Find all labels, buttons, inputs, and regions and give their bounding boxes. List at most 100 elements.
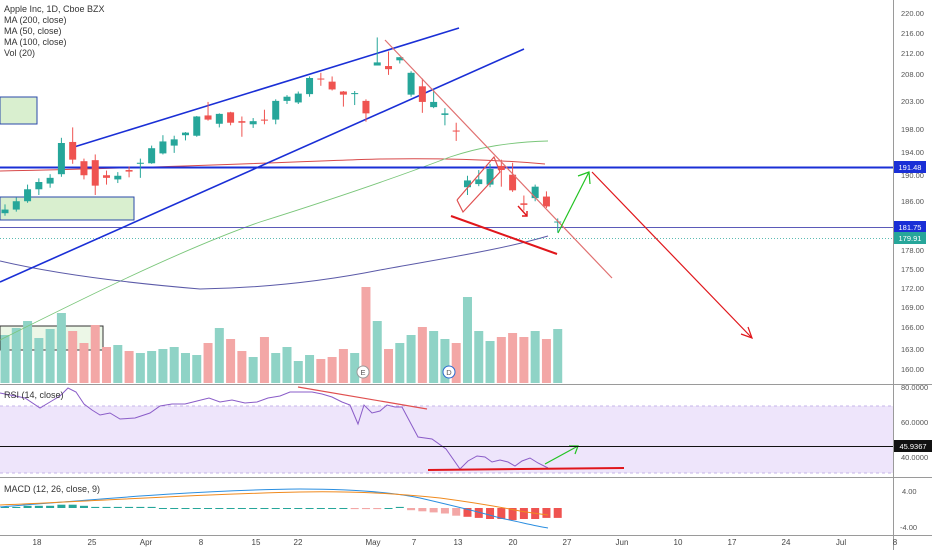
volume-bar — [147, 351, 157, 383]
candle — [12, 197, 20, 212]
candle — [260, 109, 268, 125]
candle-body — [193, 116, 201, 136]
candle-body — [249, 121, 257, 125]
descending-trendline[interactable] — [384, 39, 613, 279]
earnings-marker[interactable]: E — [356, 365, 370, 379]
macd-bar — [158, 508, 167, 509]
macd-bar — [486, 508, 495, 519]
volume-bar — [0, 335, 10, 383]
candle-body — [170, 139, 178, 146]
date-axis-label: May — [365, 538, 380, 547]
date-axis-label: 20 — [509, 538, 518, 547]
date-axis-label: Apr — [140, 538, 153, 547]
macd-bar — [384, 508, 393, 509]
rsi-support-line[interactable] — [427, 467, 625, 471]
candle — [249, 118, 257, 128]
candle-body — [260, 119, 268, 121]
volume-bar — [214, 328, 224, 383]
rsi-value-text: 45.9367 — [899, 442, 926, 451]
volume-bar — [226, 339, 236, 383]
candle — [91, 154, 99, 195]
candle-body — [520, 203, 528, 205]
price-axis[interactable]: 220.00 216.00 212.00 208.00 203.00 198.00 194.… — [901, 9, 924, 374]
macd-bar — [204, 508, 213, 509]
candle-body — [418, 86, 426, 102]
candle — [441, 108, 449, 126]
candle-body — [396, 57, 404, 61]
legend-volume[interactable]: Vol (20) — [4, 48, 36, 58]
macd-bar — [260, 508, 269, 509]
legend-ma50[interactable]: MA (50, close) — [4, 26, 62, 36]
forecast-down-arrow[interactable] — [591, 171, 754, 340]
rsi-axis-label: 80.0000 — [901, 383, 928, 392]
legend-ma100[interactable]: MA (100, close) — [4, 37, 67, 47]
macd-bar — [1, 506, 9, 508]
candle — [317, 72, 325, 86]
candle — [475, 170, 483, 187]
volume-bar — [135, 353, 145, 383]
volume-bar — [553, 329, 563, 383]
macd-bar — [463, 508, 472, 517]
candle — [351, 91, 359, 106]
rsi-divergence-line[interactable] — [297, 386, 428, 410]
macd-legend[interactable]: MACD (12, 26, close, 9) — [4, 484, 100, 495]
macd-axis-label: 4.00 — [902, 487, 917, 496]
rsi-title[interactable]: RSI (14, close) — [4, 390, 64, 400]
lower-support-trendline[interactable] — [450, 215, 558, 255]
ma-50-line — [0, 140, 549, 341]
candle-body — [509, 174, 517, 191]
candle-body — [69, 141, 77, 160]
macd-bar — [305, 508, 314, 509]
last-price-text: 179.91 — [899, 234, 922, 243]
candle — [430, 89, 438, 109]
macd-bar — [418, 508, 427, 512]
candle-body — [351, 93, 359, 95]
candle — [396, 57, 404, 64]
macd-title[interactable]: MACD (12, 26, close, 9) — [4, 484, 101, 494]
candle-body — [452, 130, 460, 132]
rsi-legend[interactable]: RSI (14, close) — [4, 390, 64, 401]
candle — [159, 135, 167, 155]
channel-lower-line[interactable] — [0, 48, 525, 283]
macd-bar — [12, 506, 21, 508]
date-axis[interactable]: 18 25 Apr 8 15 22 May 7 13 20 27 Jun 10 17 24 Jul 8 — [33, 538, 898, 547]
candle-body — [91, 160, 99, 186]
candle — [463, 175, 471, 195]
candle-body — [294, 93, 302, 103]
bear-flag-shape[interactable] — [456, 155, 501, 214]
volume-bar — [248, 357, 258, 383]
volume-bar — [462, 297, 472, 383]
legend-ma200[interactable]: MA (200, close) — [4, 15, 67, 25]
channel-upper-line[interactable] — [73, 27, 460, 148]
date-axis-label: Jun — [616, 538, 629, 547]
volume-bar — [485, 341, 495, 383]
volume-bar — [451, 343, 461, 383]
drawing-rectangle[interactable] — [0, 196, 135, 221]
candle — [272, 99, 280, 125]
volume-bar — [327, 357, 337, 383]
dividend-marker[interactable]: D — [442, 365, 456, 379]
macd-pane[interactable] — [0, 479, 893, 534]
small-drop-arrow[interactable] — [517, 205, 528, 217]
volume-bar — [372, 321, 382, 383]
forecast-up-arrow[interactable] — [557, 171, 591, 234]
drawing-rectangle[interactable] — [0, 96, 38, 125]
candle — [373, 37, 381, 66]
symbol-title[interactable]: Apple Inc, 1D, Cboe BZX — [4, 4, 105, 14]
macd-bar — [79, 505, 88, 508]
candle-body — [531, 186, 539, 199]
candle — [57, 137, 65, 177]
volume-bar — [530, 331, 540, 383]
price-axis-label: 166.00 — [901, 323, 924, 332]
macd-bar — [91, 506, 100, 508]
date-axis-label: 22 — [294, 538, 303, 547]
price-axis-label: 212.00 — [901, 49, 924, 58]
candle — [46, 174, 54, 188]
macd-bar — [170, 508, 179, 509]
candle-body — [328, 81, 336, 90]
volume-bar — [338, 349, 348, 383]
price-pane[interactable] — [0, 0, 893, 383]
macd-bar — [147, 506, 156, 508]
rsi-band — [0, 406, 893, 473]
